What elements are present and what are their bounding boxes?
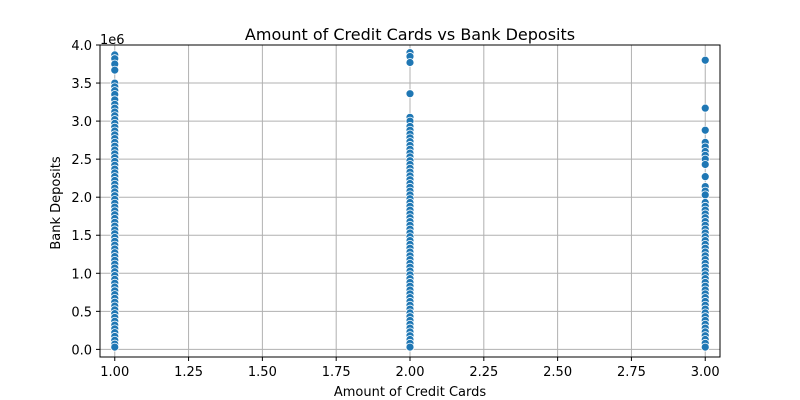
x-tick-label: 2.25	[469, 365, 498, 380]
x-axis-ticks: 1.00 1.25 1.50 1.75 2.00 2.25 2.50 2.75 3.00	[100, 357, 720, 380]
y-tick-label: 2.5	[71, 153, 92, 168]
scatter-point	[700, 172, 710, 182]
x-tick-label: 2.00	[396, 365, 425, 380]
scatter-point	[700, 342, 710, 352]
y-tick-label: 0.0	[71, 343, 92, 358]
scatter-point	[110, 65, 120, 75]
data-points	[110, 48, 710, 352]
scatter-point	[700, 160, 710, 169]
scatter-point	[405, 342, 415, 352]
y-axis-offset-label: 1e6	[100, 33, 125, 48]
y-tick-label: 3.0	[71, 115, 92, 130]
y-tick-label: 0.5	[71, 305, 92, 320]
x-tick-label: 1.25	[174, 365, 203, 380]
scatter-point	[405, 58, 415, 67]
y-axis-ticks: 0.0 0.5 1.0 1.5 2.0 2.5 3.0 3.5 4.0	[71, 39, 100, 358]
x-tick-label: 1.75	[322, 365, 351, 380]
y-tick-label: 3.5	[71, 77, 92, 92]
y-axis-label: Bank Deposits	[49, 156, 64, 249]
x-tick-label: 1.00	[100, 365, 129, 380]
scatter-point	[405, 89, 415, 99]
scatter-point	[700, 103, 710, 113]
x-tick-label: 2.75	[617, 365, 646, 380]
chart-title: Amount of Credit Cards vs Bank Deposits	[245, 25, 575, 44]
y-tick-label: 1.0	[71, 267, 92, 282]
y-tick-label: 4.0	[71, 39, 92, 54]
x-axis-label: Amount of Credit Cards	[334, 385, 487, 400]
x-tick-label: 3.00	[691, 365, 720, 380]
y-tick-label: 2.0	[71, 191, 92, 206]
scatter-point	[110, 342, 120, 352]
y-tick-label: 1.5	[71, 229, 92, 244]
x-tick-label: 1.50	[248, 365, 277, 380]
scatter-point	[700, 190, 710, 200]
x-tick-label: 2.50	[543, 365, 572, 380]
scatter-point	[700, 55, 710, 65]
scatter-point	[700, 125, 710, 135]
